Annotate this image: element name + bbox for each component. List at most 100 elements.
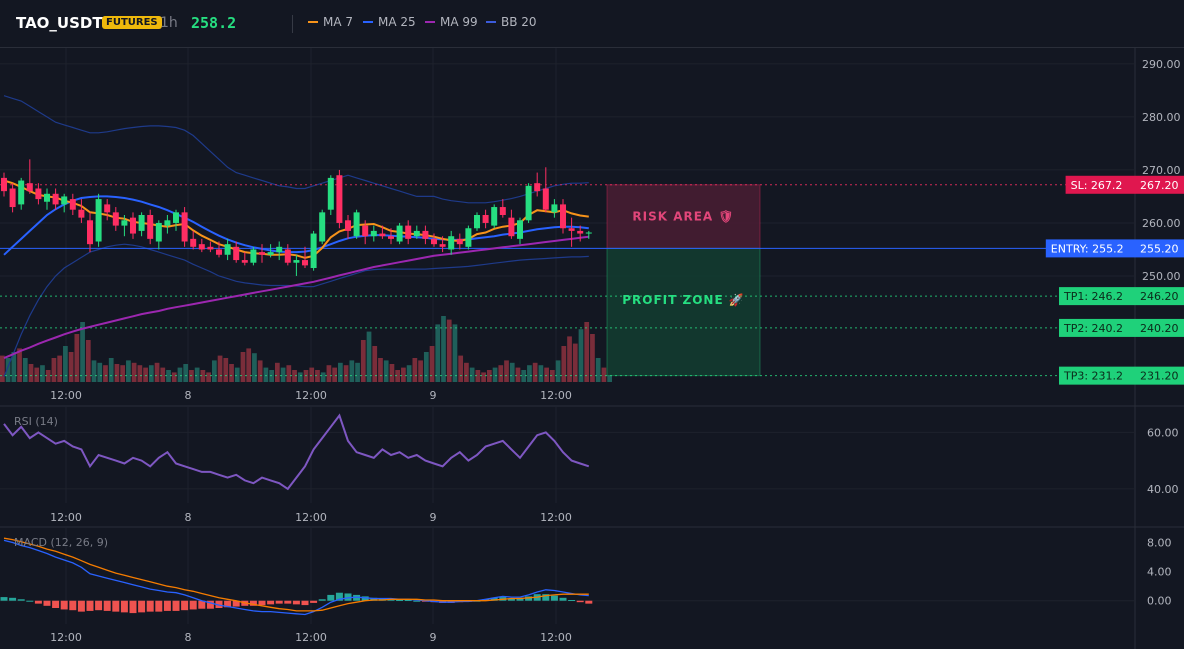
volume-bar [395,370,401,382]
macd-hist-bar [163,600,171,611]
time-tick-label: 12:00 [50,511,82,524]
profit-zone-label: PROFIT ZONE 🚀 [622,293,745,307]
tp3-tag-box [1059,366,1135,385]
macd-hist-bar [353,594,361,601]
candle-body [250,249,257,263]
timeframe[interactable]: 1h [160,15,178,31]
volume-bar [131,362,137,382]
candle-body [413,230,420,237]
volume-bar [108,358,114,382]
time-tick-label: 8 [185,389,192,402]
price-levels [0,184,1135,377]
time-tick-label: 12:00 [295,631,327,644]
volume-bar [515,367,521,382]
time-tick-label: 12:00 [540,389,572,402]
time-tick-label: 9 [430,389,437,402]
volume-bar [504,360,509,382]
legend-ma99[interactable]: MA 99 [425,15,478,29]
macd-hist-bar [413,600,421,602]
candle-body [422,230,429,239]
candle-body [112,212,119,226]
volume-bar [372,346,378,382]
volume-bar [458,355,464,382]
macd-hist-bar [206,600,214,609]
candle-body [439,244,446,247]
macd-hist-bar [138,600,146,613]
sl-tag-box [1065,175,1135,194]
legend-ma7-label: MA 7 [323,15,354,29]
tp3-tag-label: TP3: 231.2 [1063,370,1123,383]
rsi-title: RSI (14) [14,415,58,428]
candle-body [44,193,50,202]
price-tick-label: 270.00 [1142,164,1181,177]
price-tick-label: 250.00 [1142,270,1181,283]
volume-bar [85,340,91,382]
candle-body [517,220,523,239]
candle-body [155,222,162,242]
macd-hist-bar [258,600,266,606]
candle-body [95,199,102,242]
candle-body [26,183,33,192]
volume-bar [469,367,475,382]
volume-bar [80,322,85,382]
volume-bar [57,355,63,382]
candle-body [284,249,291,263]
candle-body [259,252,265,255]
volume-bar [549,370,555,382]
volume-bar [532,362,538,382]
macd-tick-label: 0.00 [1147,595,1172,608]
time-tick-label: 9 [430,631,437,644]
candle-body [577,230,584,234]
macd-hist-bar [112,600,120,612]
volume-bar [63,346,68,382]
volume-bar [206,372,211,382]
candle-body [379,233,386,237]
volume-bar [246,348,252,382]
time-tick-label: 8 [185,631,192,644]
volume-bar [401,367,406,382]
candle-body [241,260,248,263]
tp3-price-box [1135,366,1184,385]
macd-hist-bar [576,600,584,603]
volume-bar [5,358,11,382]
volume-bar [114,364,120,382]
volume-bar [309,367,315,382]
volume-bar [103,365,108,382]
volume-bar [383,360,389,382]
macd-line [3,539,589,616]
candle-body [130,217,136,234]
macd-pane: MACD (12, 26, 9) [0,536,1135,616]
volume-bar [441,316,446,382]
futures-badge: FUTURES [102,16,162,29]
legend-bb20[interactable]: BB 20 [486,15,537,29]
macd-hist-bar [275,600,283,604]
bb20-swatch [486,20,496,23]
volume-bar [315,370,320,382]
macd-hist-bar [559,597,567,601]
macd-hist-bar [585,600,593,604]
volume-bar [578,329,584,382]
tp2-price-box [1135,318,1184,337]
price-tick-label: 280.00 [1142,111,1181,124]
candle-body [336,175,343,223]
volume-bar [257,360,263,382]
macd-hist-bar [525,596,533,601]
legend-ma7[interactable]: MA 7 [308,15,353,29]
profit-zone-box [606,247,761,377]
entry-price-box [1135,239,1184,258]
macd-hist-bar [568,600,576,601]
volume-bar [137,365,143,382]
candles [1,159,592,276]
candle-body [233,246,240,261]
symbol-name[interactable]: TAO_USDT [16,14,103,32]
tp1-tag-label: TP1: 246.2 [1063,290,1123,303]
ma7-line [3,179,589,259]
signal-line [3,537,589,612]
ma99-line [3,235,589,360]
volume-bar [349,360,355,382]
legend-ma25[interactable]: MA 25 [363,15,416,29]
volume-bar [590,334,595,382]
tp2-tag-box [1059,318,1135,337]
volume-bar [320,372,326,382]
